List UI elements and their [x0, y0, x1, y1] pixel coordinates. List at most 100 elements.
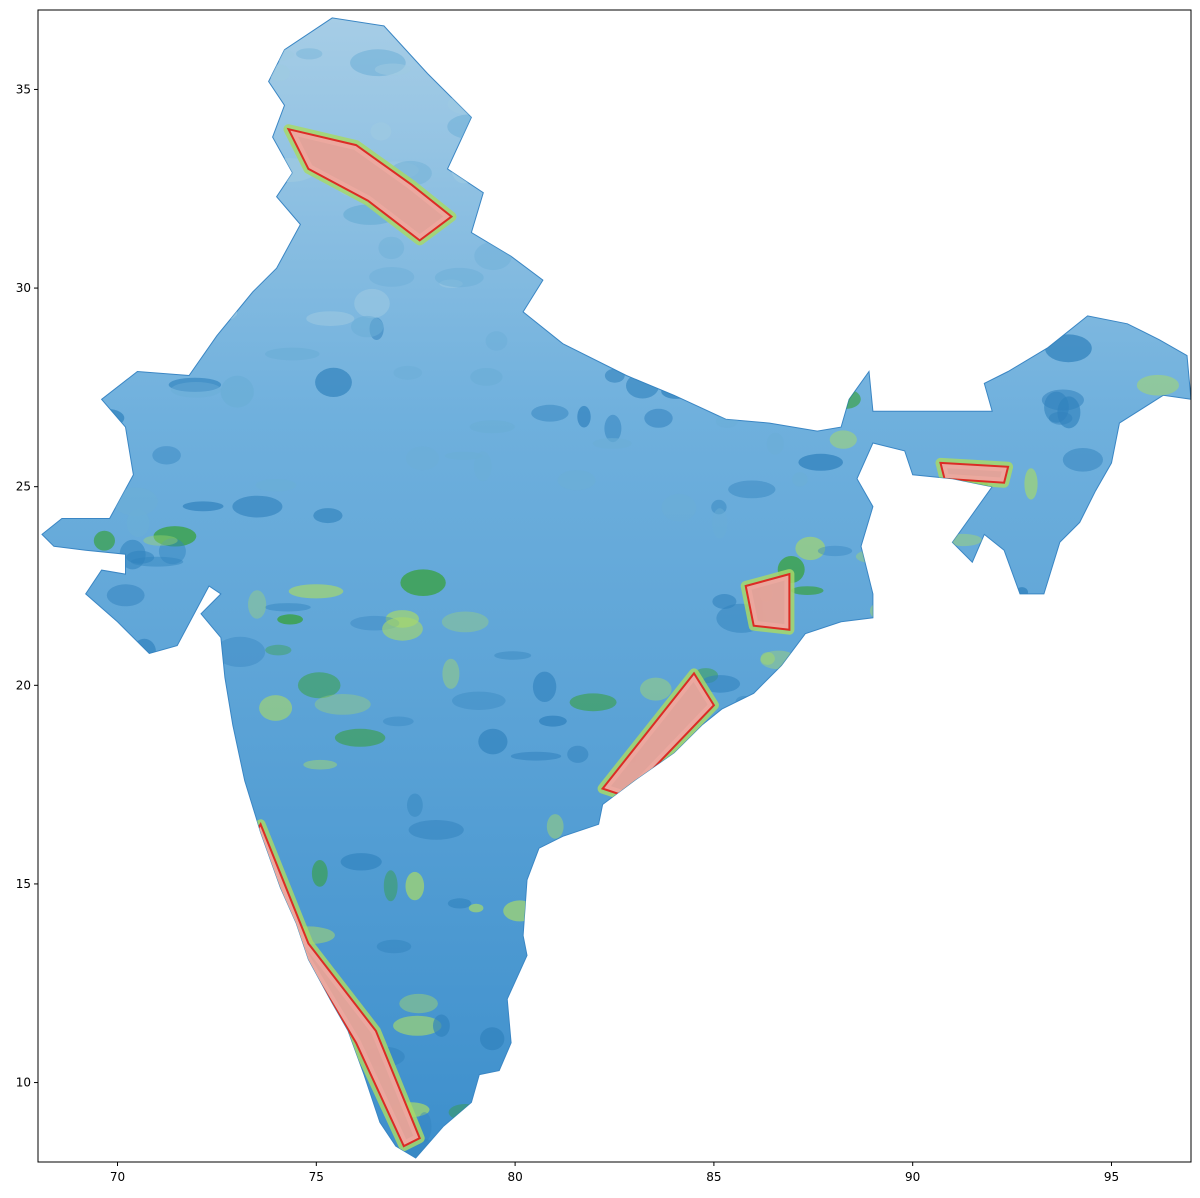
- raster-patch: [955, 787, 968, 808]
- raster-patch: [244, 1006, 297, 1034]
- x-tick-label: 85: [706, 1170, 721, 1184]
- raster-patch: [727, 1151, 751, 1158]
- raster-patch: [946, 1006, 991, 1033]
- raster-patch: [137, 752, 186, 785]
- raster-patch: [165, 116, 183, 148]
- raster-patch: [751, 111, 766, 126]
- raster-patch: [393, 365, 423, 380]
- raster-patch: [897, 178, 941, 205]
- raster-patch: [823, 1129, 866, 1156]
- raster-patch: [382, 716, 414, 727]
- raster-patch: [831, 389, 861, 409]
- raster-patch: [983, 207, 1006, 220]
- raster-patch: [96, 971, 148, 986]
- raster-patch: [351, 315, 384, 338]
- raster-patch: [229, 846, 262, 871]
- raster-patch: [661, 1059, 706, 1068]
- raster-patch: [866, 1125, 923, 1152]
- raster-patch: [577, 405, 591, 428]
- raster-patch: [1037, 297, 1084, 319]
- raster-patch: [1102, 245, 1130, 259]
- raster-patch: [1023, 673, 1044, 682]
- raster-patch: [894, 663, 913, 694]
- raster-patch: [92, 136, 119, 162]
- raster-patch: [1087, 767, 1137, 792]
- raster-patch: [674, 114, 699, 145]
- raster-patch: [938, 82, 978, 93]
- raster-patch: [617, 311, 632, 323]
- raster-patch: [869, 601, 901, 621]
- raster-patch: [715, 414, 738, 428]
- raster-patch: [152, 446, 181, 465]
- raster-patch: [444, 451, 483, 460]
- raster-patch: [485, 331, 508, 351]
- raster-patch: [542, 59, 572, 70]
- raster-patch: [922, 261, 948, 289]
- raster-patch: [791, 586, 824, 595]
- raster-patch: [893, 734, 939, 764]
- raster-patch: [702, 1043, 733, 1069]
- raster-patch: [713, 164, 727, 179]
- raster-patch: [798, 453, 843, 471]
- raster-patch: [1048, 1054, 1103, 1082]
- raster-patch: [259, 695, 293, 721]
- raster-patch: [42, 997, 62, 1021]
- raster-patch: [538, 1111, 591, 1136]
- raster-patch: [452, 160, 505, 179]
- raster-patch: [186, 1038, 202, 1050]
- raster-patch: [232, 495, 283, 518]
- raster-patch: [494, 651, 532, 660]
- raster-patch: [1136, 438, 1180, 464]
- raster-patch: [923, 646, 970, 661]
- raster-patch: [1064, 945, 1089, 977]
- y-tick-label: 20: [16, 678, 31, 692]
- raster-patch: [744, 356, 788, 379]
- raster-patch: [1125, 297, 1142, 308]
- raster-patch: [911, 685, 938, 701]
- raster-patch: [297, 672, 341, 699]
- raster-patch: [399, 993, 438, 1014]
- raster-patch: [695, 843, 725, 874]
- raster-patch: [1117, 424, 1166, 456]
- raster-patch: [277, 614, 303, 625]
- raster-patch: [451, 152, 477, 184]
- raster-patch: [473, 451, 492, 482]
- raster-patch: [819, 1104, 863, 1129]
- raster-patch: [1178, 496, 1191, 521]
- raster-patch: [1152, 572, 1178, 604]
- raster-patch: [799, 870, 816, 884]
- x-tick-label: 70: [110, 1170, 125, 1184]
- raster-patch: [400, 569, 446, 596]
- raster-patch: [969, 618, 1008, 627]
- raster-patch: [1093, 532, 1148, 549]
- raster-patch: [1026, 176, 1059, 203]
- raster-patch: [866, 286, 912, 302]
- raster-patch: [913, 812, 964, 829]
- raster-patch: [510, 751, 562, 761]
- raster-patch: [314, 694, 371, 715]
- raster-patch: [605, 1106, 657, 1122]
- raster-patch: [913, 786, 965, 816]
- raster-patch: [594, 1111, 617, 1122]
- raster-patch: [1018, 918, 1033, 938]
- raster-patch: [928, 1097, 948, 1129]
- raster-patch: [227, 989, 246, 1005]
- raster-patch: [1131, 303, 1177, 328]
- raster-patch: [711, 499, 727, 515]
- raster-patch: [776, 819, 831, 833]
- raster-patch: [1075, 799, 1126, 816]
- raster-patch: [819, 281, 832, 289]
- raster-patch: [725, 1131, 779, 1153]
- raster-patch: [766, 432, 784, 455]
- raster-patch: [980, 610, 1019, 624]
- raster-patch: [288, 584, 344, 599]
- raster-patch: [576, 915, 589, 924]
- raster-patch: [978, 645, 1000, 676]
- raster-patch: [126, 509, 150, 538]
- raster-patch: [516, 143, 551, 169]
- raster-patch: [583, 192, 601, 207]
- raster-patch: [70, 935, 103, 964]
- raster-patch: [875, 1112, 915, 1130]
- raster-patch: [942, 356, 990, 389]
- raster-patch: [311, 860, 328, 887]
